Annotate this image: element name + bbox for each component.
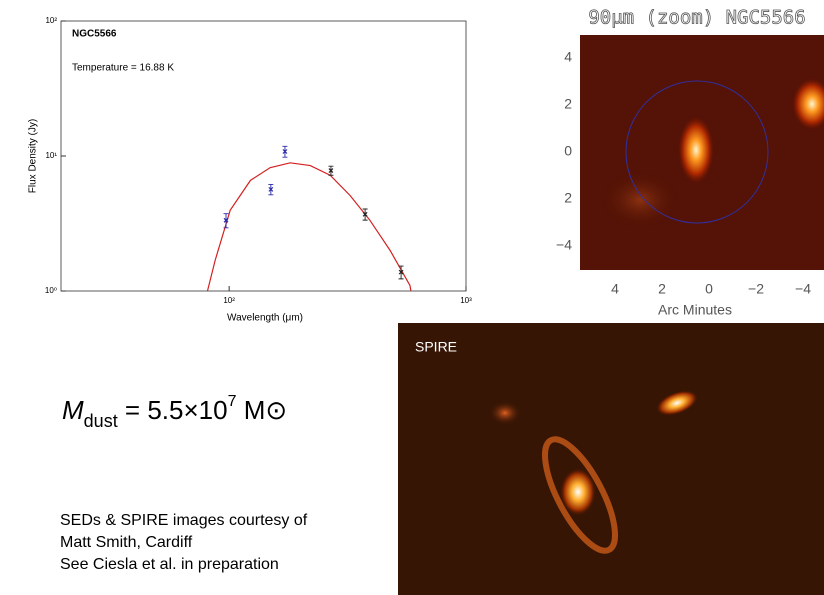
y-axis-label: Flux Density (Jy): [28, 119, 39, 193]
zoom-image: [580, 35, 824, 270]
fit-curve: [206, 162, 412, 292]
zoom-ticks: 4 2 0 2 −4 4 2 0 −2 −4: [556, 49, 811, 297]
plot-frame: [60, 20, 467, 292]
y-tick-label: 10⁰: [45, 286, 57, 295]
zoom-x-label: Arc Minutes: [658, 302, 732, 318]
x-axis-label: Wavelength (μm): [227, 313, 303, 324]
formula: Mdust = 5.5×107 M⊙: [62, 393, 287, 431]
zoom-y-tick-label: 0: [564, 143, 572, 159]
formula-middle: = 5.5×10: [118, 395, 228, 425]
data-point: [282, 149, 288, 154]
x-tick-label: 10³: [460, 296, 472, 305]
zoom-y-tick-label: 2: [564, 190, 572, 206]
zoom-x-tick-label: −2: [748, 281, 764, 297]
data-point: [398, 269, 404, 275]
credit-line: Matt Smith, Cardiff: [60, 534, 193, 551]
zoom-x-tick-label: 4: [611, 281, 619, 297]
sed-chart: 10² 10³ 10⁰ 10¹ 10²: [45, 16, 472, 305]
zoom-x-tick-label: 2: [658, 281, 666, 297]
formula-symbol: M: [62, 395, 84, 425]
formula-exponent: 7: [228, 393, 237, 410]
y-tick-label: 10¹: [45, 151, 57, 160]
y-tick-label: 10²: [45, 16, 57, 25]
zoom-title: 90μm (zoom) NGC5566: [588, 7, 805, 29]
zoom-y-tick-label: 4: [564, 49, 572, 65]
zoom-x-tick-label: −4: [795, 281, 811, 297]
data-point: [362, 211, 368, 217]
data-point: [268, 186, 274, 192]
data-point: [223, 217, 229, 223]
formula-subscript: dust: [84, 411, 118, 431]
spire-image: [398, 323, 824, 595]
credit-line: See Ciesla et al. in preparation: [60, 556, 279, 573]
zoom-y-tick-label: −4: [556, 237, 572, 253]
spire-label: SPIRE: [415, 339, 457, 355]
credit-line: SEDs & SPIRE images courtesy of: [60, 512, 308, 529]
annotation: Temperature = 16.88 K: [72, 63, 174, 74]
formula-unit: M⊙: [237, 395, 288, 425]
chart-title: NGC5566: [72, 29, 117, 40]
zoom-y-tick-label: 2: [564, 96, 572, 112]
x-tick-label: 10²: [223, 296, 235, 305]
zoom-x-tick-label: 0: [705, 281, 713, 297]
data-point: [328, 168, 334, 173]
